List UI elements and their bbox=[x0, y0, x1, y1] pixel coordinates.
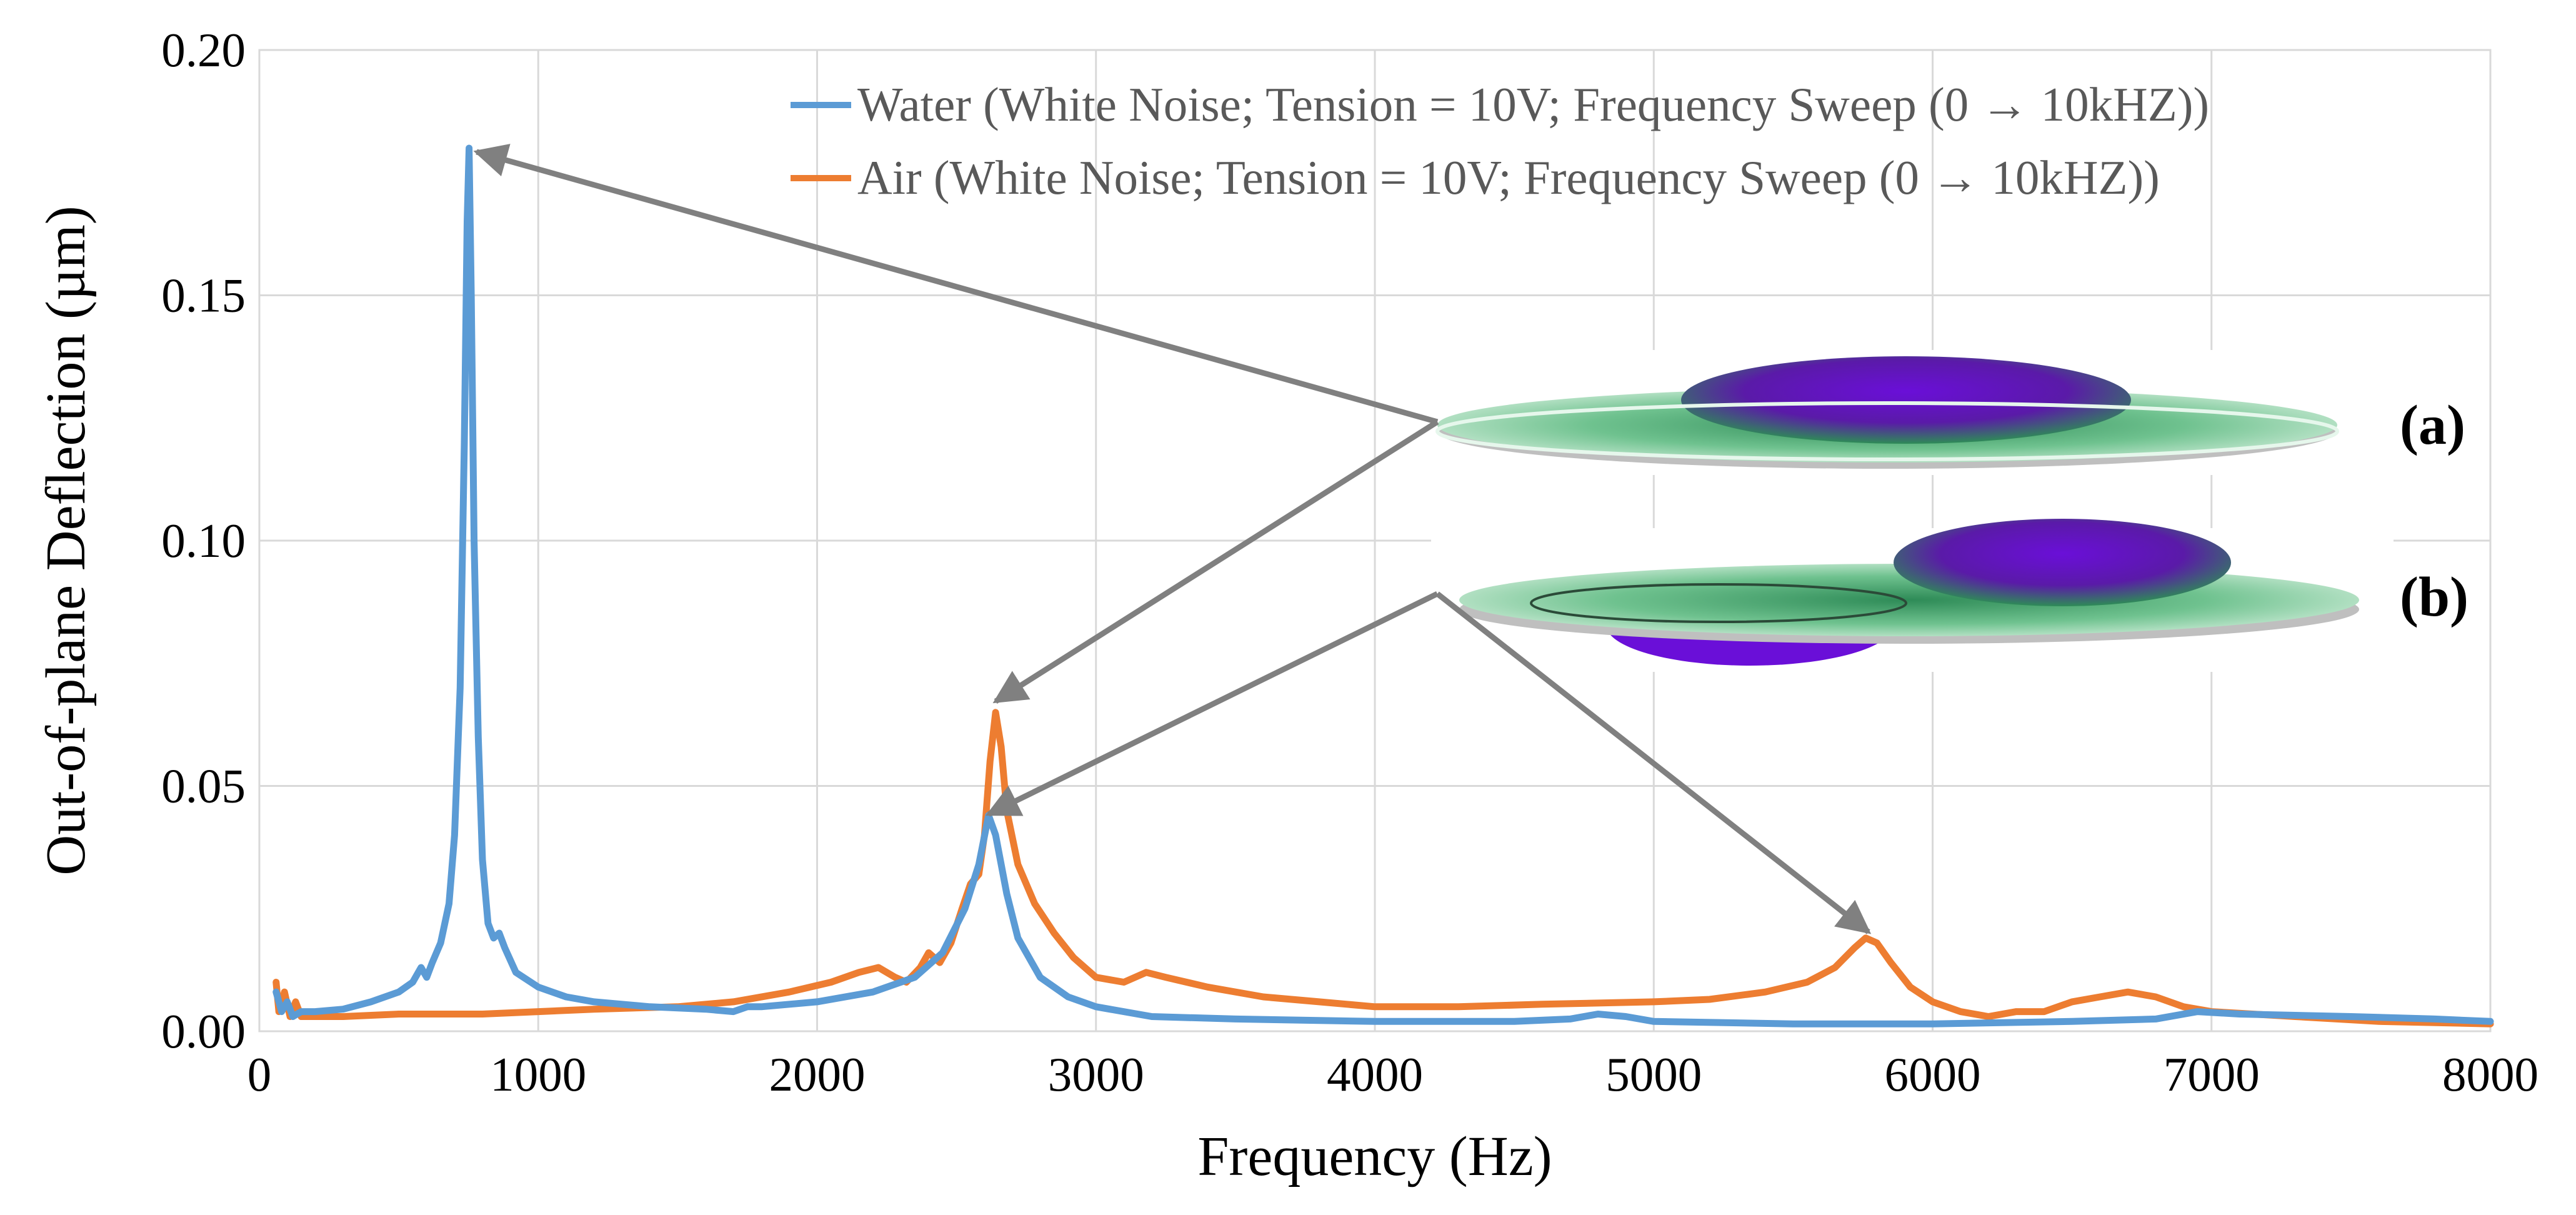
legend: Water (White Noise; Tension = 10V; Frequ… bbox=[791, 78, 2209, 204]
x-tick-label: 2000 bbox=[769, 1048, 866, 1101]
x-axis-ticks: 0 1000 2000 3000 4000 5000 6000 7000 8000 bbox=[247, 1048, 2539, 1101]
y-tick-label: 0.20 bbox=[161, 23, 246, 77]
y-tick-label: 0.10 bbox=[161, 514, 246, 568]
x-tick-label: 0 bbox=[247, 1048, 272, 1101]
y-tick-label: 0.00 bbox=[161, 1004, 246, 1058]
mode-shape-b-image bbox=[1431, 519, 2394, 672]
x-tick-label: 3000 bbox=[1048, 1048, 1144, 1101]
x-axis-title: Frequency (Hz) bbox=[1197, 1126, 1552, 1188]
x-tick-label: 8000 bbox=[2442, 1048, 2539, 1101]
gridlines bbox=[258, 49, 2492, 1032]
inset-label-b: (b) bbox=[2400, 566, 2469, 628]
annotation-arrows bbox=[473, 144, 1872, 934]
annotation-arrow-a bbox=[473, 144, 1439, 425]
series-layer bbox=[272, 144, 2494, 1028]
inset-label-a: (a) bbox=[2400, 394, 2465, 456]
y-axis-title: Out-of-plane Deflection (µm) bbox=[35, 206, 97, 875]
legend-label-water: Water (White Noise; Tension = 10V; Frequ… bbox=[857, 78, 2209, 131]
y-tick-label: 0.05 bbox=[161, 759, 246, 813]
y-tick-label: 0.15 bbox=[161, 269, 246, 322]
y-axis-ticks: 0.00 0.05 0.10 0.15 0.20 bbox=[161, 23, 246, 1058]
x-tick-label: 1000 bbox=[490, 1048, 586, 1101]
annotation-arrow-a bbox=[992, 419, 1439, 704]
x-tick-label: 4000 bbox=[1327, 1048, 1423, 1101]
legend-label-air: Air (White Noise; Tension = 10V; Frequen… bbox=[857, 151, 2160, 204]
x-tick-label: 5000 bbox=[1605, 1048, 1702, 1101]
annotation-arrow-b bbox=[986, 591, 1439, 817]
series-line-water bbox=[272, 144, 2494, 1028]
annotation-arrow-b bbox=[1435, 591, 1872, 934]
x-tick-label: 7000 bbox=[2164, 1048, 2260, 1101]
x-tick-label: 6000 bbox=[1885, 1048, 1981, 1101]
mode-shape-a-image bbox=[1431, 350, 2381, 475]
